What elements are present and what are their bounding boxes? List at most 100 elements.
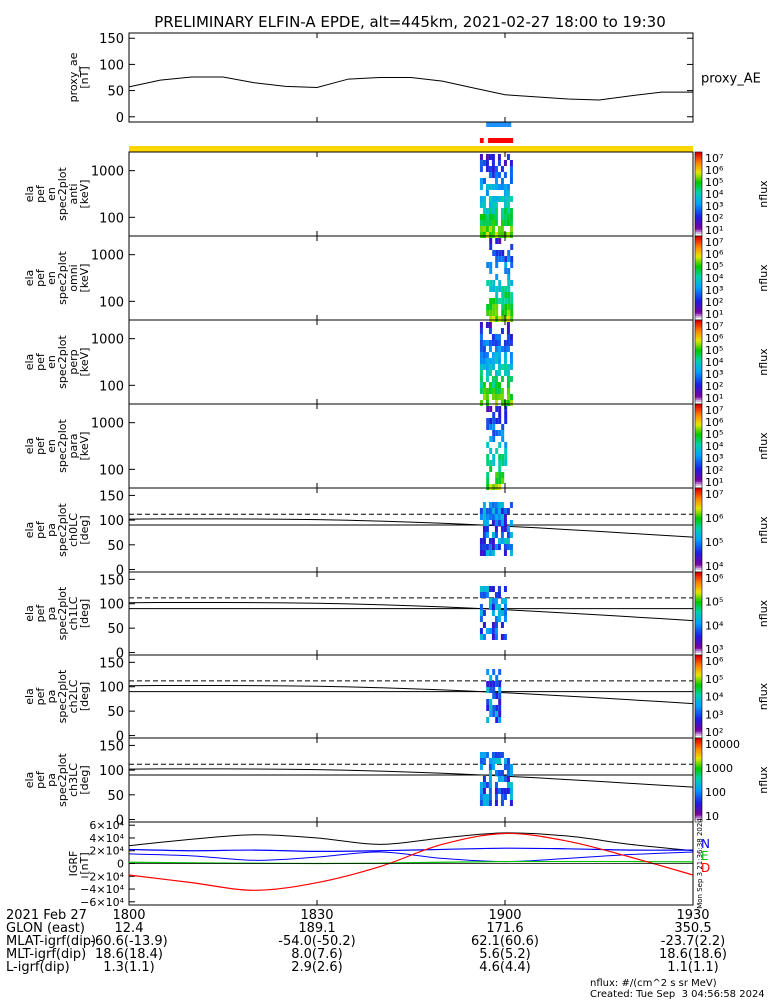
spectrogram-cell (492, 460, 496, 466)
spectrogram-cell (498, 478, 502, 484)
y-tick-label: −6×10⁴ (80, 896, 124, 909)
spectrogram-cell (509, 532, 513, 538)
spectrogram-cell (482, 196, 486, 202)
spectrogram-cell (485, 800, 489, 806)
spectrogram-cell (485, 532, 489, 538)
spectrogram-cell (485, 544, 489, 550)
spectrogram-cell (492, 412, 496, 418)
y-tick-label: 0 (116, 111, 124, 126)
spectrogram-cell (488, 598, 492, 604)
spectrogram-cell (506, 758, 510, 764)
spectrogram-cell (506, 220, 510, 226)
spectrogram-cell (486, 687, 490, 693)
spectrogram-cell (498, 669, 502, 675)
y-axis-label: [keV] (78, 264, 91, 293)
colorbar-swatch (695, 170, 702, 174)
colorbar-swatch (695, 719, 702, 722)
spectrogram-cell (503, 196, 507, 202)
spectrogram-cell (488, 764, 492, 770)
spectrogram-cell (498, 699, 502, 705)
colorbar-swatch (695, 286, 702, 289)
y-tick-label: 0 (116, 647, 124, 662)
y-tick-label: 50 (107, 539, 124, 554)
spectrogram-cell (500, 232, 504, 238)
colorbar-tick-label: 10⁴ (705, 272, 724, 285)
ephem-row-label: L-igrf(dip) (6, 960, 70, 975)
spectrogram-cell (509, 794, 513, 800)
spectrogram-cell (498, 430, 502, 436)
panel-omni: elapefenspec2plotomni[keV]100100010⁷10⁶1… (23, 235, 770, 322)
y-tick-label: 2×10⁴ (89, 845, 124, 858)
spectrogram-cell (486, 478, 490, 484)
y-axis-label: pef (34, 604, 47, 623)
y-tick-label: 50 (107, 622, 124, 637)
spectrogram-cell (491, 764, 495, 770)
colorbar-swatch (695, 326, 702, 329)
spectrogram-cell (501, 436, 505, 442)
colorbar-swatch (695, 296, 702, 300)
y-axis-label: pef (34, 687, 47, 706)
legend-label: N (701, 837, 710, 851)
colorbar-swatch (695, 410, 702, 413)
colorbar-swatch (695, 744, 702, 747)
colorbar-swatch (695, 332, 702, 336)
spectrogram-cell (494, 220, 498, 226)
spectrogram-cell (497, 604, 501, 610)
spectrogram-cell (491, 394, 495, 400)
spectrogram-cell (479, 800, 483, 806)
colorbar-swatch (695, 366, 702, 369)
colorbar-swatch (695, 311, 702, 315)
spectrogram-cell (500, 226, 504, 232)
colorbar-swatch (695, 544, 702, 548)
colorbar-swatch (695, 788, 702, 791)
spectrogram-cell (506, 394, 510, 400)
spectrogram-cell (497, 364, 501, 370)
spectrogram-cell (485, 526, 489, 532)
colorbar-swatch (695, 254, 702, 258)
spectrogram-cell (509, 782, 513, 788)
spectrogram-cell (494, 400, 498, 406)
colorbar-swatch (695, 809, 702, 812)
spectrogram-cell (491, 358, 495, 364)
spectrogram-cell (509, 358, 513, 364)
colorbar-swatch (695, 370, 702, 373)
spectrogram-cell (495, 430, 499, 436)
spectrogram-cell (510, 292, 514, 298)
colorbar-swatch (695, 517, 702, 520)
colorbar-swatch (695, 584, 702, 588)
spectrogram-cell (507, 250, 511, 256)
colorbar-swatch (695, 681, 702, 685)
colorbar-tick-label: 10³ (705, 643, 723, 656)
time-tick-label: 1800 (112, 908, 146, 923)
ephem-value: 1.3(1.1) (103, 960, 155, 975)
spectrogram-cell (488, 788, 492, 794)
spectrogram-cell (495, 256, 499, 262)
spectrogram-cell (489, 484, 493, 490)
y-axis-label: spec2plot (56, 753, 69, 807)
colorbar-swatch (695, 475, 702, 478)
panel-para: elapefenspec2plotpara[keV]100100010⁷10⁶1… (23, 403, 770, 490)
colorbar-swatch (695, 223, 702, 226)
spectrogram-cell (479, 388, 483, 394)
colorbar-swatch (695, 702, 702, 706)
spectrogram-cell (497, 196, 501, 202)
ephem-value: 2.9(2.6) (291, 960, 343, 975)
spectrogram-cell (498, 412, 502, 418)
spectrogram-cell (491, 364, 495, 370)
spectrogram-cell (494, 622, 498, 628)
spectrogram-cell (503, 202, 507, 208)
y-axis-label: pef (34, 770, 47, 789)
spectrogram-cell (500, 508, 504, 514)
y-tick-label: 0 (116, 730, 124, 745)
spectrogram-cell (494, 604, 498, 610)
spectrogram-cell (492, 250, 496, 256)
colorbar-tick-label: 10⁶ (705, 416, 724, 429)
spectrogram-cell (507, 256, 511, 262)
colorbar-swatch (695, 725, 702, 729)
spectrogram-cell (485, 340, 489, 346)
colorbar-swatch (695, 399, 702, 403)
spectrogram-cell (485, 208, 489, 214)
spectrogram-cell (500, 532, 504, 538)
spectrogram-cell (479, 400, 483, 406)
spectrogram-cell (506, 526, 510, 532)
